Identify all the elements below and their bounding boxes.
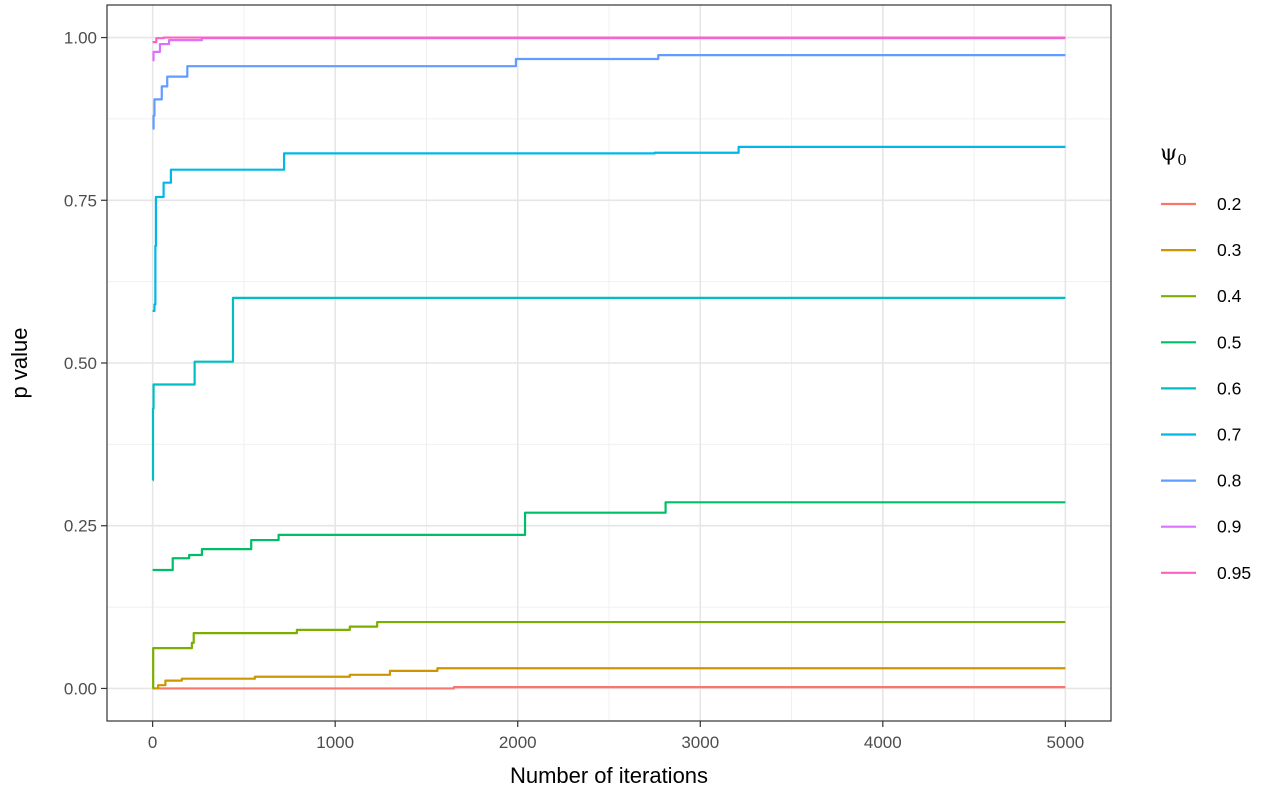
series-line-0-4 — [152, 620, 1066, 690]
legend-label: 0.2 — [1217, 194, 1241, 214]
x-tick-label: 4000 — [864, 733, 902, 752]
series-line-0-6 — [151, 296, 1066, 482]
x-tick-label: 2000 — [499, 733, 537, 752]
y-tick-label: 0.75 — [64, 191, 97, 210]
x-axis-title: Number of iterations — [510, 763, 708, 788]
legend-label: 0.9 — [1217, 517, 1241, 537]
legend-title: ψ0 — [1160, 141, 1187, 169]
legend-label: 0.6 — [1217, 378, 1241, 398]
legend-item: 0.8 — [1161, 471, 1241, 491]
series-line-0-95 — [152, 36, 1066, 44]
series-line-0-3 — [152, 667, 1066, 690]
x-tick-label: 5000 — [1046, 733, 1084, 752]
y-axis-title: p value — [7, 328, 32, 399]
legend-item: 0.95 — [1161, 563, 1251, 583]
y-axis: 0.00 0.25 0.50 0.75 1.00 — [64, 29, 107, 698]
legend-label: 0.4 — [1217, 286, 1242, 306]
legend-label: 0.7 — [1217, 425, 1241, 445]
legend-item: 0.4 — [1161, 286, 1242, 306]
legend-label: 0.8 — [1217, 471, 1241, 491]
x-tick-label: 1000 — [316, 733, 354, 752]
series-line-0-5 — [152, 501, 1066, 572]
legend-item: 0.3 — [1161, 240, 1241, 260]
series-lines — [151, 36, 1066, 690]
series-line-0-9 — [152, 37, 1066, 62]
series-line-0-8 — [152, 54, 1066, 130]
legend-title-symbol: ψ — [1160, 141, 1177, 166]
x-tick-label: 3000 — [681, 733, 719, 752]
x-tick-label: 0 — [148, 733, 157, 752]
series-line-0-2 — [152, 686, 1066, 690]
y-tick-label: 0.00 — [64, 679, 97, 698]
legend-items: 0.2 0.3 0.4 0.5 0.6 0.7 0.8 0.9 0.95 — [1161, 194, 1251, 583]
legend-item: 0.5 — [1161, 332, 1241, 352]
legend-item: 0.2 — [1161, 194, 1241, 214]
series-line-0-7 — [152, 145, 1066, 313]
legend-title-subscript: 0 — [1177, 151, 1187, 169]
legend: ψ0 0.2 0.3 0.4 0.5 0.6 0.7 0.8 0.9 0.95 — [1160, 141, 1251, 583]
legend-label: 0.3 — [1217, 240, 1241, 260]
legend-item: 0.7 — [1161, 425, 1241, 445]
legend-item: 0.9 — [1161, 517, 1241, 537]
y-tick-label: 0.25 — [64, 517, 97, 536]
legend-item: 0.6 — [1161, 378, 1241, 398]
legend-label: 0.5 — [1217, 332, 1241, 352]
y-tick-label: 1.00 — [64, 29, 97, 48]
x-axis: 0 1000 2000 3000 4000 5000 — [148, 721, 1084, 752]
y-tick-label: 0.50 — [64, 354, 97, 373]
legend-label: 0.95 — [1217, 563, 1251, 583]
